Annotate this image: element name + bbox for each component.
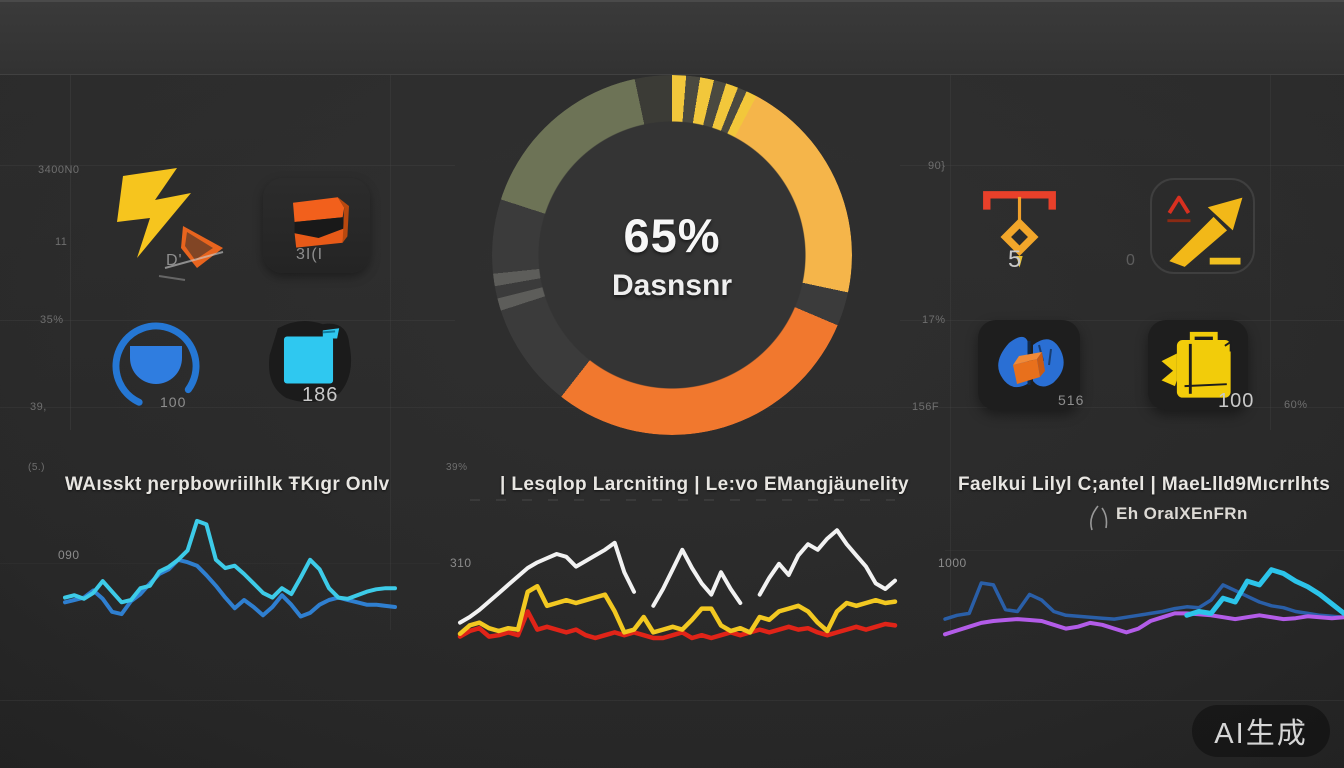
ai-generated-watermark: AI生成 — [1192, 705, 1330, 757]
tile-cyan-cube[interactable] — [258, 314, 358, 406]
axis-label: 11 — [55, 236, 68, 248]
middle-line-chart — [457, 528, 898, 641]
yellow-bag-icon — [1161, 331, 1232, 398]
tick-dashes — [470, 499, 895, 501]
gridline — [70, 75, 71, 430]
panel-axis-label: 1000 — [938, 556, 967, 570]
tile-arc-bowl[interactable] — [96, 318, 216, 418]
gridline — [0, 700, 1344, 701]
panel-subtitle-right: Eh OralXEnFRn — [1116, 504, 1248, 523]
tile-caption: 0 — [1126, 252, 1136, 269]
tile-caption: 5 — [1008, 246, 1023, 273]
tile-layers-box[interactable] — [263, 178, 370, 273]
axis-label: 90} — [928, 160, 946, 172]
donut-gauge: 65% Dasnsnr — [444, 27, 900, 483]
gridline — [0, 320, 455, 321]
tile-caption: 186 — [302, 384, 339, 406]
axis-label: 156F — [912, 401, 940, 413]
right-line-chart — [943, 567, 1344, 637]
donut-ring — [492, 75, 852, 435]
trend-arrow-icon — [1167, 195, 1243, 267]
pen-tool-icon — [983, 191, 1056, 268]
axis-label: 35% — [40, 314, 64, 326]
tile-brain-cube[interactable] — [978, 320, 1080, 410]
left-line-chart — [63, 518, 397, 619]
panel-title-middle: | Lesqlop Larcniting | Le:vo EMangjäunel… — [500, 474, 909, 495]
brace-icon — [1090, 505, 1108, 531]
tile-yellow-bag[interactable] — [1148, 320, 1248, 410]
panel-axis-label: 310 — [450, 556, 472, 570]
tile-lightning[interactable] — [95, 168, 265, 293]
panel-axis-label: 090 — [58, 548, 80, 562]
tile-caption: 3I(I — [296, 246, 324, 263]
arc-bowl-icon — [112, 322, 200, 410]
panel-corner-label: 39% — [446, 462, 468, 473]
tile-caption: 516 — [1058, 392, 1085, 408]
tile-caption: D' — [166, 252, 183, 269]
axis-label: 60% — [1284, 399, 1308, 411]
tile-caption: 100 — [160, 394, 187, 410]
gridline — [900, 320, 1344, 321]
panel-title-right: Faelkui Lilyl C;antel | MaeĿlld9Mıcrrlht… — [958, 474, 1331, 495]
lightning-icon — [117, 168, 224, 281]
donut-percent-value: 65% — [623, 208, 721, 262]
panel-corner-label: (5.) — [28, 462, 45, 473]
cyan-cube-icon — [268, 320, 352, 403]
donut-label: Dasnsnr — [611, 268, 733, 302]
tile-trend-arrow[interactable] — [1150, 178, 1255, 274]
brain-cube-icon — [998, 336, 1064, 388]
tile-caption: 100 — [1218, 390, 1255, 412]
axis-label: 3400N0 — [38, 164, 80, 176]
panel-title-left: WAısskt ɲerpbowriilhlk ŦKıgr Onlv — [65, 474, 390, 495]
axis-label: 39, — [30, 401, 47, 413]
axis-label: 17% — [922, 314, 946, 326]
watermark-label: AI生成 — [1214, 718, 1308, 750]
layers-box-icon — [292, 196, 349, 248]
gridline — [1270, 75, 1271, 430]
header-band — [0, 0, 1344, 75]
tile-pen-tool[interactable] — [972, 182, 1067, 272]
gridline — [900, 165, 1344, 166]
